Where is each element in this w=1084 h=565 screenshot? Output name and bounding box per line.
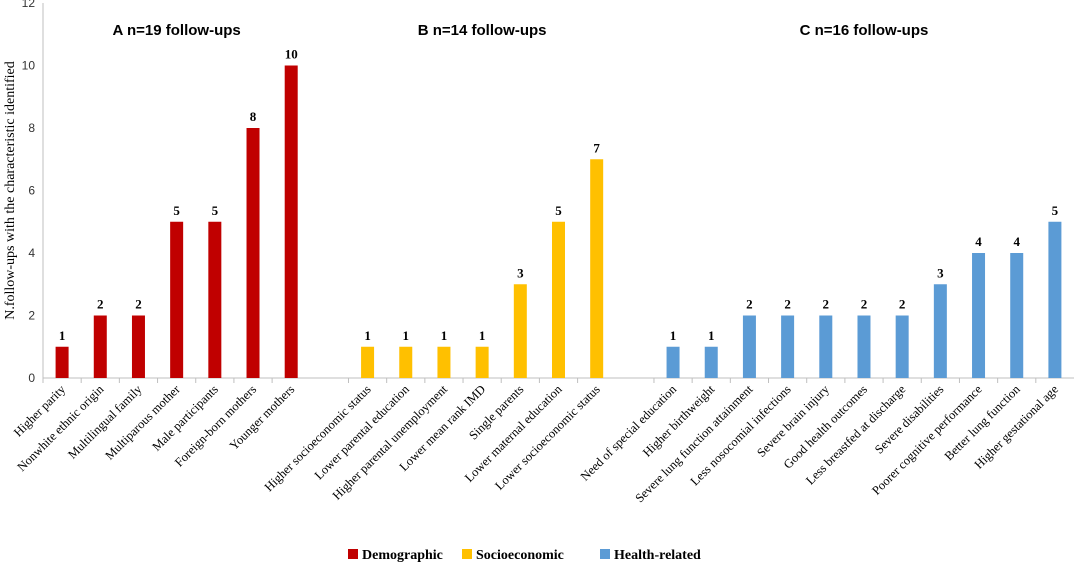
data-label: 2 [823,297,830,312]
legend-label: Socioeconomic [476,548,564,563]
y-axis-label: N.follow-ups with the characteristic ide… [3,61,18,320]
y-tick-label: 2 [28,309,35,323]
bar [857,315,871,378]
data-label: 2 [784,297,791,312]
bar [437,346,451,378]
data-label: 3 [517,265,524,280]
data-label: 5 [212,203,219,218]
data-label: 1 [364,328,371,343]
y-tick-label: 12 [22,0,36,10]
bar [704,346,718,378]
bar [284,65,298,378]
data-label: 2 [861,297,868,312]
data-label: 1 [403,328,410,343]
data-label: 2 [97,297,104,312]
y-tick-label: 0 [28,371,35,385]
data-label: 2 [899,297,906,312]
bar [208,221,222,378]
x-tick-label: Male participants [149,382,221,454]
bar [972,253,986,378]
bar [399,346,413,378]
data-label: 2 [135,297,142,312]
data-label: 10 [285,47,298,62]
data-label: 5 [173,203,180,218]
y-tick-label: 10 [22,59,36,73]
legend-swatch [600,549,610,559]
bar [1010,253,1024,378]
bar [361,346,375,378]
legend-label: Health-related [614,548,701,563]
bar [590,159,604,378]
data-label: 1 [59,328,66,343]
data-label: 1 [441,328,448,343]
x-tick-label: Severe disabilities [872,382,947,457]
x-tick-label: Younger mothers [227,382,298,453]
data-label: 4 [1013,234,1020,249]
panel-title: B n=14 follow-ups [418,22,547,39]
data-label: 1 [708,328,715,343]
data-label: 5 [555,203,562,218]
bar [666,346,680,378]
bar [781,315,795,378]
y-tick-label: 6 [28,184,35,198]
panel-title: A n=19 follow-ups [113,22,241,39]
bar [819,315,833,378]
bar [742,315,756,378]
data-label: 5 [1052,203,1059,218]
data-label: 1 [670,328,677,343]
y-tick-label: 8 [28,121,35,135]
data-label: 3 [937,265,944,280]
data-label: 8 [250,109,257,124]
bar [895,315,909,378]
bar [131,315,145,378]
data-label: 7 [593,140,600,155]
bar [1048,221,1062,378]
bar [170,221,184,378]
y-tick-label: 4 [28,246,35,260]
bar [55,346,69,378]
bar [933,284,947,378]
data-label: 2 [746,297,753,312]
bar [93,315,107,378]
bar [475,346,489,378]
legend-swatch [462,549,472,559]
panel-title: C n=16 follow-ups [800,22,929,39]
legend-swatch [348,549,358,559]
data-label: 4 [975,234,982,249]
bar [246,128,260,378]
bar [552,221,565,378]
legend-label: Demographic [362,548,443,563]
bar [513,284,527,378]
data-label: 1 [479,328,486,343]
